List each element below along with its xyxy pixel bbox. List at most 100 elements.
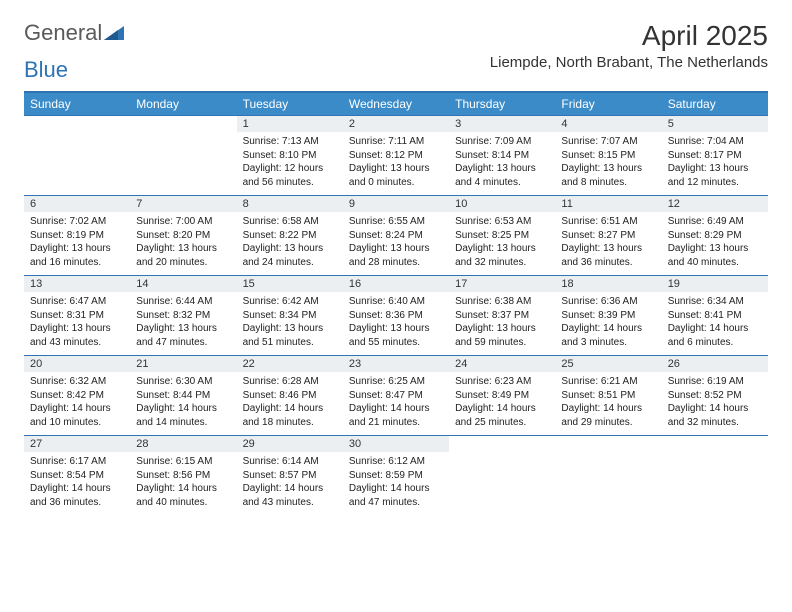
day-content-cell: Sunrise: 7:00 AMSunset: 8:20 PMDaylight:… <box>130 212 236 276</box>
day-content-cell: Sunrise: 6:25 AMSunset: 8:47 PMDaylight:… <box>343 372 449 436</box>
weekday-header-row: Sunday Monday Tuesday Wednesday Thursday… <box>24 92 768 116</box>
day-number-row: 20212223242526 <box>24 356 768 373</box>
day-content-cell: Sunrise: 6:38 AMSunset: 8:37 PMDaylight:… <box>449 292 555 356</box>
day-content-cell: Sunrise: 7:04 AMSunset: 8:17 PMDaylight:… <box>662 132 768 196</box>
sunset-text: Sunset: 8:15 PM <box>561 149 655 163</box>
sunrise-text: Sunrise: 6:49 AM <box>668 215 762 229</box>
sunset-text: Sunset: 8:24 PM <box>349 229 443 243</box>
sunset-text: Sunset: 8:31 PM <box>30 309 124 323</box>
sunrise-text: Sunrise: 7:09 AM <box>455 135 549 149</box>
day-number-row: 27282930 <box>24 436 768 453</box>
day-number-cell: 30 <box>343 436 449 453</box>
daylight-text: Daylight: 14 hours and 10 minutes. <box>30 402 124 429</box>
sunrise-text: Sunrise: 6:12 AM <box>349 455 443 469</box>
sunrise-text: Sunrise: 6:15 AM <box>136 455 230 469</box>
day-content-cell: Sunrise: 6:28 AMSunset: 8:46 PMDaylight:… <box>237 372 343 436</box>
daylight-text: Daylight: 14 hours and 47 minutes. <box>349 482 443 509</box>
day-number-cell: 24 <box>449 356 555 373</box>
day-number-cell: 9 <box>343 196 449 213</box>
day-content-cell: Sunrise: 7:02 AMSunset: 8:19 PMDaylight:… <box>24 212 130 276</box>
day-number-cell: 6 <box>24 196 130 213</box>
day-number-cell: 17 <box>449 276 555 293</box>
sunset-text: Sunset: 8:46 PM <box>243 389 337 403</box>
day-content-cell: Sunrise: 6:55 AMSunset: 8:24 PMDaylight:… <box>343 212 449 276</box>
day-number-row: 6789101112 <box>24 196 768 213</box>
day-number-cell: 4 <box>555 116 661 133</box>
sunset-text: Sunset: 8:37 PM <box>455 309 549 323</box>
logo-text-1: General <box>24 20 102 46</box>
sunrise-text: Sunrise: 6:44 AM <box>136 295 230 309</box>
sunset-text: Sunset: 8:25 PM <box>455 229 549 243</box>
location: Liempde, North Brabant, The Netherlands <box>490 54 768 71</box>
daylight-text: Daylight: 14 hours and 32 minutes. <box>668 402 762 429</box>
day-content-cell: Sunrise: 6:40 AMSunset: 8:36 PMDaylight:… <box>343 292 449 356</box>
sunset-text: Sunset: 8:54 PM <box>30 469 124 483</box>
day-number-cell: 14 <box>130 276 236 293</box>
day-content-cell: Sunrise: 6:51 AMSunset: 8:27 PMDaylight:… <box>555 212 661 276</box>
sunrise-text: Sunrise: 6:34 AM <box>668 295 762 309</box>
daylight-text: Daylight: 13 hours and 12 minutes. <box>668 162 762 189</box>
day-number-cell: 25 <box>555 356 661 373</box>
day-content-cell: Sunrise: 6:34 AMSunset: 8:41 PMDaylight:… <box>662 292 768 356</box>
sunset-text: Sunset: 8:12 PM <box>349 149 443 163</box>
daylight-text: Daylight: 13 hours and 40 minutes. <box>668 242 762 269</box>
day-content-cell <box>449 452 555 515</box>
sunset-text: Sunset: 8:51 PM <box>561 389 655 403</box>
day-number-cell: 1 <box>237 116 343 133</box>
day-number-cell: 19 <box>662 276 768 293</box>
sunrise-text: Sunrise: 6:21 AM <box>561 375 655 389</box>
sunset-text: Sunset: 8:44 PM <box>136 389 230 403</box>
day-number-cell: 18 <box>555 276 661 293</box>
daylight-text: Daylight: 14 hours and 3 minutes. <box>561 322 655 349</box>
day-content-cell: Sunrise: 6:17 AMSunset: 8:54 PMDaylight:… <box>24 452 130 515</box>
sunset-text: Sunset: 8:57 PM <box>243 469 337 483</box>
day-content-cell: Sunrise: 6:12 AMSunset: 8:59 PMDaylight:… <box>343 452 449 515</box>
day-number-cell <box>555 436 661 453</box>
logo-text-2: Blue <box>24 57 68 83</box>
sunset-text: Sunset: 8:29 PM <box>668 229 762 243</box>
day-content-cell: Sunrise: 7:13 AMSunset: 8:10 PMDaylight:… <box>237 132 343 196</box>
daylight-text: Daylight: 13 hours and 4 minutes. <box>455 162 549 189</box>
sunrise-text: Sunrise: 6:53 AM <box>455 215 549 229</box>
daylight-text: Daylight: 13 hours and 59 minutes. <box>455 322 549 349</box>
weekday-header: Sunday <box>24 92 130 116</box>
weekday-header: Wednesday <box>343 92 449 116</box>
sunset-text: Sunset: 8:14 PM <box>455 149 549 163</box>
sunset-text: Sunset: 8:22 PM <box>243 229 337 243</box>
day-number-cell: 8 <box>237 196 343 213</box>
day-number-cell <box>130 116 236 133</box>
daylight-text: Daylight: 14 hours and 14 minutes. <box>136 402 230 429</box>
daylight-text: Daylight: 13 hours and 0 minutes. <box>349 162 443 189</box>
day-content-cell: Sunrise: 6:23 AMSunset: 8:49 PMDaylight:… <box>449 372 555 436</box>
daylight-text: Daylight: 13 hours and 24 minutes. <box>243 242 337 269</box>
sunrise-text: Sunrise: 6:30 AM <box>136 375 230 389</box>
sunrise-text: Sunrise: 6:14 AM <box>243 455 337 469</box>
day-number-cell: 11 <box>555 196 661 213</box>
month-title: April 2025 <box>490 20 768 52</box>
daylight-text: Daylight: 13 hours and 43 minutes. <box>30 322 124 349</box>
sunset-text: Sunset: 8:39 PM <box>561 309 655 323</box>
sunset-text: Sunset: 8:10 PM <box>243 149 337 163</box>
daylight-text: Daylight: 13 hours and 47 minutes. <box>136 322 230 349</box>
day-number-cell: 10 <box>449 196 555 213</box>
day-content-cell: Sunrise: 6:49 AMSunset: 8:29 PMDaylight:… <box>662 212 768 276</box>
daylight-text: Daylight: 13 hours and 51 minutes. <box>243 322 337 349</box>
weekday-header: Thursday <box>449 92 555 116</box>
logo-triangle-icon <box>104 20 124 46</box>
sunrise-text: Sunrise: 6:58 AM <box>243 215 337 229</box>
sunrise-text: Sunrise: 6:19 AM <box>668 375 762 389</box>
day-number-cell: 2 <box>343 116 449 133</box>
weekday-header: Saturday <box>662 92 768 116</box>
weekday-header: Tuesday <box>237 92 343 116</box>
daylight-text: Daylight: 13 hours and 20 minutes. <box>136 242 230 269</box>
day-content-cell: Sunrise: 7:09 AMSunset: 8:14 PMDaylight:… <box>449 132 555 196</box>
daylight-text: Daylight: 13 hours and 32 minutes. <box>455 242 549 269</box>
day-content-cell <box>130 132 236 196</box>
day-content-cell: Sunrise: 6:44 AMSunset: 8:32 PMDaylight:… <box>130 292 236 356</box>
daylight-text: Daylight: 14 hours and 36 minutes. <box>30 482 124 509</box>
daylight-text: Daylight: 14 hours and 18 minutes. <box>243 402 337 429</box>
day-number-cell: 3 <box>449 116 555 133</box>
sunset-text: Sunset: 8:42 PM <box>30 389 124 403</box>
day-number-cell: 16 <box>343 276 449 293</box>
daylight-text: Daylight: 14 hours and 25 minutes. <box>455 402 549 429</box>
